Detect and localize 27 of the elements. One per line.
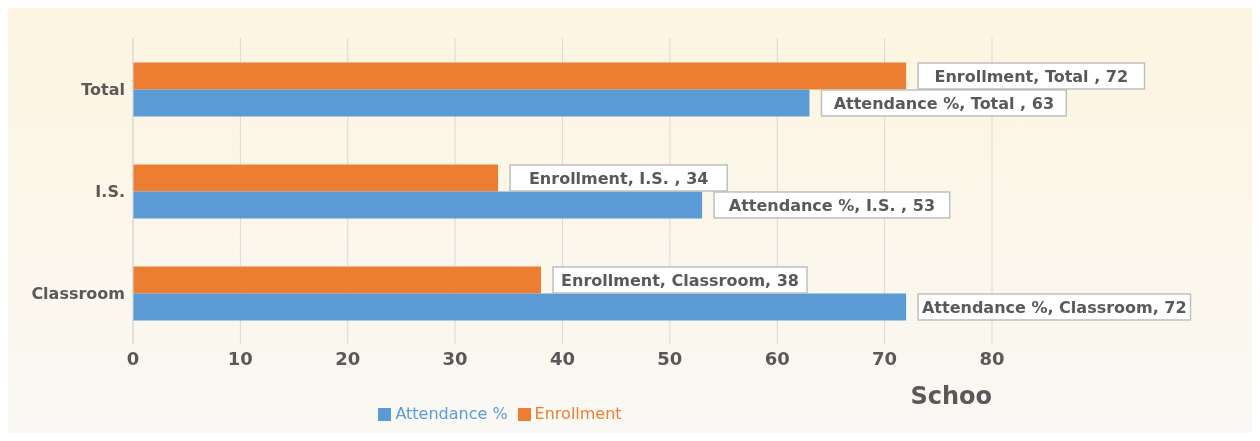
x-tick-label: 40 <box>549 347 576 369</box>
data-label: Enrollment, Classroom, 38 <box>561 270 799 290</box>
x-tick-label: 50 <box>657 347 683 369</box>
data-label: Enrollment, Total , 72 <box>934 66 1129 86</box>
x-tick-label: 20 <box>335 347 361 369</box>
bar <box>133 293 907 321</box>
bar <box>133 164 499 192</box>
bar <box>133 191 703 219</box>
x-tick-label: 80 <box>979 347 1005 369</box>
y-tick-label: I.S. <box>95 181 125 201</box>
x-tick-label: 30 <box>442 347 468 369</box>
data-label: Attendance %, Total , 63 <box>833 93 1055 113</box>
x-tick-label: 10 <box>227 347 253 369</box>
x-tick-label: 0 <box>126 347 140 369</box>
data-label: Enrollment, I.S. , 34 <box>528 168 709 188</box>
legend-label: Attendance % <box>395 404 508 423</box>
x-tick-label: 70 <box>872 347 898 369</box>
data-label: Attendance %, Classroom, 72 <box>921 297 1187 317</box>
legend-label: Enrollment <box>534 404 622 423</box>
y-tick-label: Classroom <box>31 283 125 303</box>
bar <box>133 62 907 90</box>
y-tick-label: Total <box>81 79 125 99</box>
bar <box>133 89 810 117</box>
x-axis-title: Schoo <box>910 382 992 410</box>
x-tick-label: 60 <box>764 347 790 369</box>
bar <box>133 266 542 294</box>
data-label: Attendance %, I.S. , 53 <box>728 195 936 215</box>
